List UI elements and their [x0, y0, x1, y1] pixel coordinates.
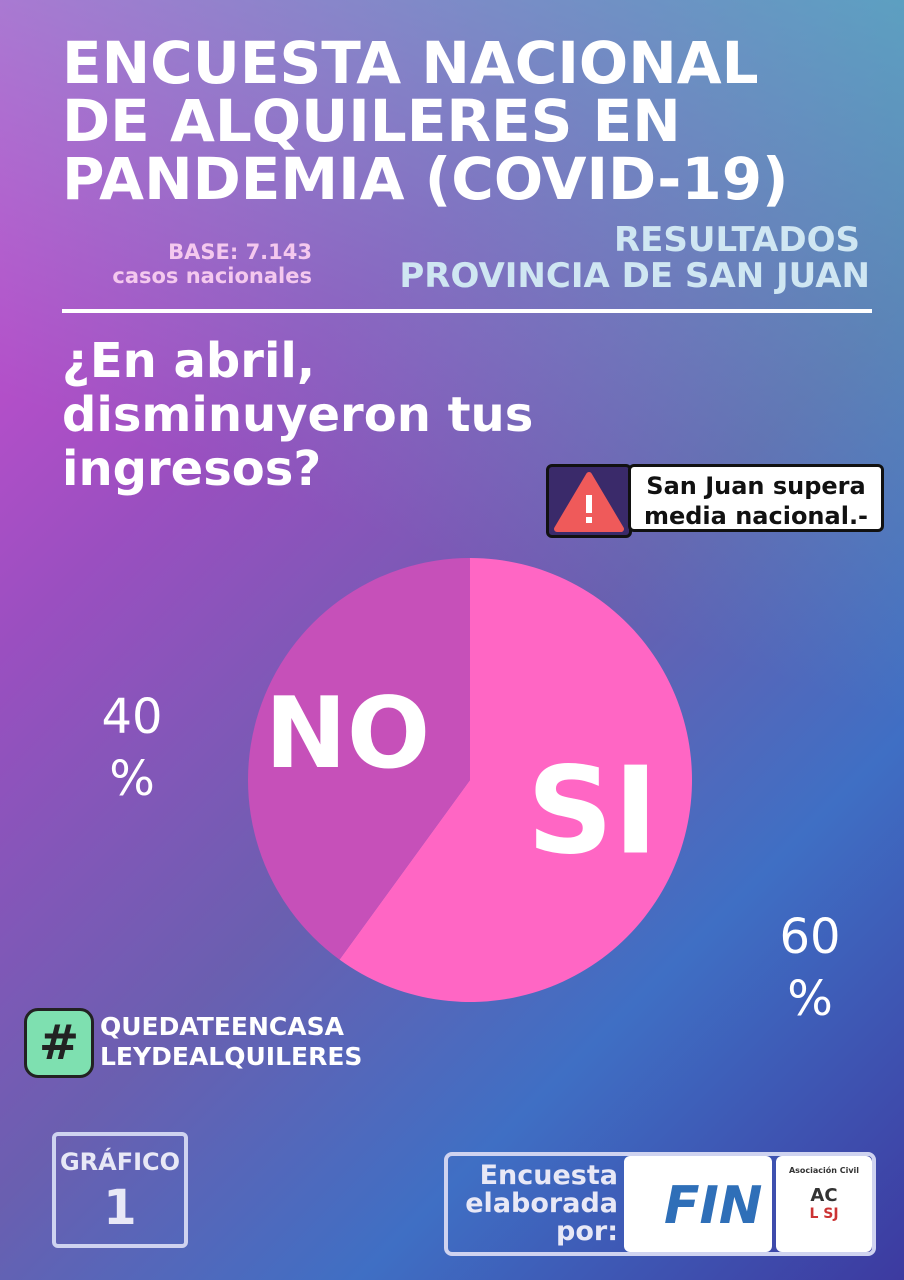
question-line: ¿En abril, — [62, 333, 316, 389]
pie-chart: SI NO — [248, 558, 692, 1002]
logo-ac-text: AC — [810, 1185, 838, 1206]
credits-box — [444, 1152, 876, 1256]
logo-fin-text: FIN — [664, 1176, 763, 1236]
base-line: casos nacionales — [112, 264, 312, 288]
results-line: PROVINCIA DE SAN JUAN — [399, 256, 870, 296]
question-line: disminuyeron tus — [62, 387, 534, 443]
chart-number: 1 — [103, 1180, 137, 1236]
logo-ac: Asociación Civil AC L SJ — [776, 1156, 872, 1252]
logo-fin: FIN — [624, 1156, 772, 1252]
question-line: ingresos? — [62, 441, 322, 497]
base: BASE: 7.143 casos nacionales — [60, 240, 312, 288]
base-line: BASE: 7.143 — [168, 240, 312, 264]
slice-label: SI — [527, 742, 658, 881]
value-label: 60 % — [779, 909, 841, 1027]
warning-icon-box — [546, 464, 632, 538]
warning-line: San Juan supera — [646, 472, 866, 500]
slice-label: NO — [265, 677, 430, 791]
title-line: PANDEMIA (COVID-19) — [62, 145, 789, 213]
results-line: RESULTADOS — [613, 220, 860, 260]
pie-slice — [339, 558, 692, 1002]
chart-badge: GRÁFICO 1 — [52, 1132, 188, 1248]
results: RESULTADOS PROVINCIA DE SAN JUAN — [399, 222, 870, 294]
hashtag-icon: # — [24, 1008, 94, 1078]
made-by-line: Encuesta — [479, 1160, 618, 1191]
logo-ac-text: Asociación Civil — [788, 1166, 860, 1175]
warning: San Juan supera media nacional.- — [628, 464, 884, 532]
pie-slice — [248, 558, 470, 960]
warning-line: media nacional.- — [643, 502, 869, 530]
title: ENCUESTA NACIONAL DE ALQUILERES EN PANDE… — [62, 34, 789, 208]
chart-label: GRÁFICO — [59, 1148, 181, 1176]
title-line: DE ALQUILERES EN — [62, 87, 681, 155]
made-by: Encuesta elaborada por: — [450, 1162, 618, 1246]
hashtag: QUEDATEENCASA — [100, 1012, 344, 1041]
hashtags: QUEDATEENCASA LEYDEALQUILERES — [100, 1012, 362, 1072]
question: ¿En abril, disminuyeron tus ingresos? — [62, 334, 533, 496]
made-by-line: elaborada — [465, 1188, 618, 1219]
divider — [62, 309, 872, 313]
hashtag: LEYDEALQUILERES — [100, 1042, 363, 1071]
title-line: ENCUESTA NACIONAL — [62, 29, 759, 97]
warning-icon — [554, 472, 624, 532]
logo-ac-text: L SJ — [809, 1206, 839, 1222]
made-by-line: por: — [556, 1216, 618, 1247]
value-label: 40 % — [101, 689, 163, 807]
